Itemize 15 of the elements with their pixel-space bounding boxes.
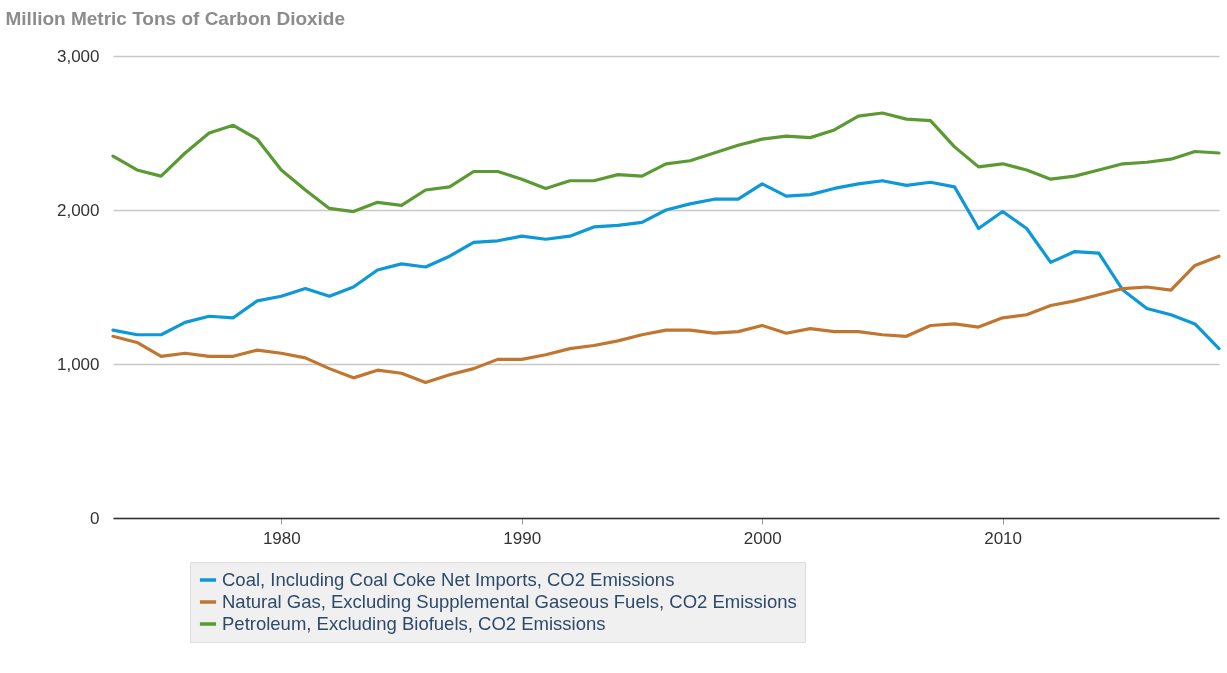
legend-label: Petroleum, Excluding Biofuels, CO2 Emissions [222, 613, 606, 634]
x-tick-label: 1980 [262, 528, 301, 548]
y-tick-label: 0 [90, 508, 100, 528]
y-tick-label: 1,000 [56, 354, 100, 374]
line-series [111, 111, 1221, 214]
x-tick-label: 1990 [503, 528, 542, 548]
y-tick-label: 3,000 [56, 46, 100, 66]
legend-label: Natural Gas, Excluding Supplemental Gaseous Fuels, CO2 Emissions [222, 591, 797, 612]
line-series [111, 179, 1221, 351]
x-tick-label: 2000 [743, 528, 782, 548]
line-series [111, 254, 1221, 385]
y-axis-title: Million Metric Tons of Carbon Dioxide [5, 7, 346, 29]
legend-label: Coal, Including Coal Coke Net Imports, CO2 Emissions [222, 569, 675, 590]
x-tick-label: 2010 [984, 528, 1023, 548]
y-tick-label: 2,000 [56, 200, 100, 220]
